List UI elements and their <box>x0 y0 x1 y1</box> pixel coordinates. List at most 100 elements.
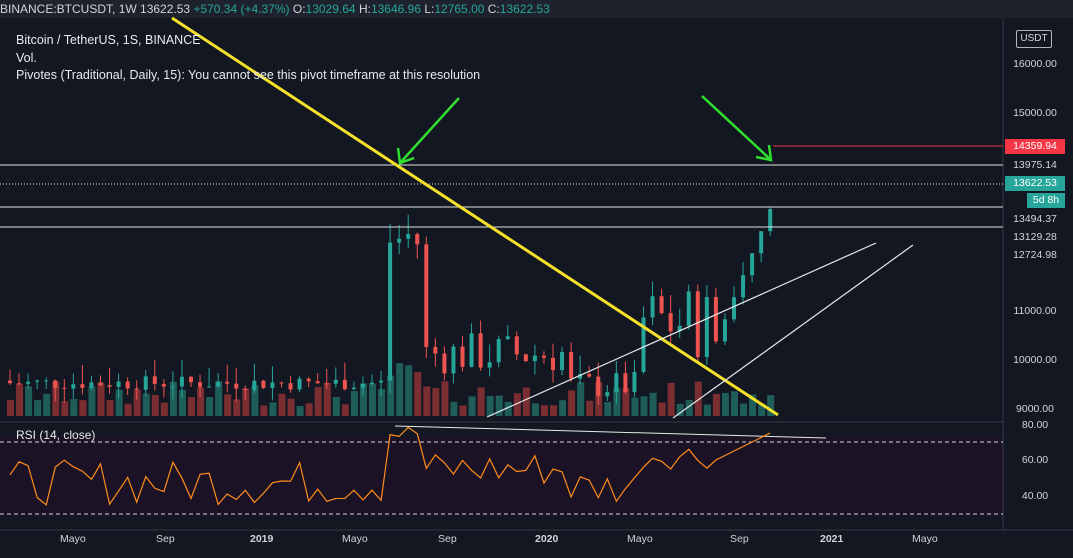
rising-trendline-1[interactable] <box>486 242 877 418</box>
price-tick: 10000.00 <box>1005 353 1065 368</box>
candle-body <box>605 392 610 397</box>
candle-body <box>632 371 637 393</box>
volume-bar <box>178 389 186 416</box>
price-pane[interactable] <box>0 18 1003 422</box>
candle-body <box>569 352 574 379</box>
volume-bar <box>667 382 675 416</box>
volume-bar <box>142 393 150 416</box>
candle-body <box>179 376 184 387</box>
volume-bar <box>260 405 268 416</box>
candle-body <box>551 357 555 371</box>
candle-body <box>62 387 67 389</box>
volume-bar <box>459 405 467 416</box>
volume-bar <box>703 404 711 416</box>
candle-body <box>732 297 736 320</box>
volume-bar <box>649 392 657 416</box>
volume-bar <box>314 387 322 416</box>
pivots-legend[interactable]: Pivotes (Traditional, Daily, 15): You ca… <box>16 68 481 82</box>
candle-body <box>623 373 628 393</box>
price-change: +570.34 (+4.37%) <box>193 2 290 16</box>
volume-bar <box>513 393 521 416</box>
candle-body <box>388 242 393 381</box>
high-label: H: <box>358 2 371 16</box>
resistance-tag: 14359.94 <box>1005 139 1065 154</box>
volume-bar <box>61 401 69 416</box>
candle-body <box>107 385 112 387</box>
currency-button[interactable]: USDT <box>1016 30 1052 48</box>
candle-body <box>433 346 438 354</box>
rsi-legend[interactable]: RSI (14, close) <box>16 428 96 442</box>
candle-body <box>360 383 365 388</box>
volume-bar <box>504 401 512 416</box>
candle-body <box>686 291 691 326</box>
candle-body <box>170 386 175 388</box>
level-tag: 13129.28 <box>1005 230 1065 245</box>
volume-bar <box>522 387 530 416</box>
volume-bar <box>7 399 14 416</box>
volume-bar <box>151 395 159 416</box>
volume-bar <box>540 405 548 416</box>
rsi-tick: 80.00 <box>1005 418 1065 433</box>
candle-body <box>225 381 230 384</box>
candle-body <box>704 297 709 358</box>
candle-body <box>424 244 429 347</box>
volume-bar <box>359 383 367 416</box>
volume-bar <box>468 396 476 416</box>
volume-bar <box>676 403 684 416</box>
time-axis[interactable]: Mayo Sep 2019 Mayo Sep 2020 Mayo Sep 202… <box>0 531 1003 551</box>
volume-bar <box>251 385 259 416</box>
low-value: 12765.00 <box>434 2 485 16</box>
volume-bar <box>16 384 24 416</box>
volume-bar <box>731 391 738 416</box>
candle-body <box>189 376 193 383</box>
candle-body <box>541 355 546 358</box>
volume-bar <box>387 375 395 416</box>
descending-trendline[interactable] <box>171 16 779 417</box>
volume-bar <box>70 398 78 416</box>
time-label: Mayo <box>60 533 86 545</box>
volume-bar <box>721 392 729 416</box>
volume-bar <box>133 389 141 416</box>
candle-body <box>713 297 718 342</box>
candle-body <box>198 382 203 388</box>
chart-title[interactable]: Bitcoin / TetherUS, 1S, BINANCE <box>16 33 201 47</box>
candle-body <box>71 384 76 389</box>
volume-bar <box>396 363 404 416</box>
rising-trendline-2[interactable] <box>672 244 914 419</box>
candle-body <box>460 346 465 367</box>
volume-bar <box>341 404 349 416</box>
volume-bar <box>767 395 775 416</box>
candle-body <box>587 374 592 377</box>
volume-bar <box>296 405 304 416</box>
open-label: O: <box>292 2 306 16</box>
volume-bar <box>106 400 114 416</box>
interval-label[interactable]: 1W <box>118 2 137 16</box>
candle-body <box>297 378 302 390</box>
volume-bar <box>423 386 431 416</box>
candle-body <box>659 296 664 314</box>
candle-body <box>514 336 519 355</box>
candle-body <box>596 376 601 397</box>
time-label: 2019 <box>250 533 274 545</box>
rsi-divergence-line[interactable] <box>394 425 827 439</box>
candles <box>8 207 773 405</box>
candle-body <box>152 376 157 384</box>
horizontal-levels <box>0 145 1003 228</box>
volume-bar <box>88 386 96 416</box>
volume-bar <box>43 393 51 416</box>
volume-bar <box>332 397 340 416</box>
candle-body <box>415 234 420 245</box>
symbol-name[interactable]: BINANCE:BTCUSDT <box>0 2 113 16</box>
time-label: Sep <box>730 533 749 545</box>
last-price-tag: 13622.53 <box>1005 176 1065 191</box>
candle-body <box>26 381 31 384</box>
candle-body <box>379 380 384 383</box>
volume-bar <box>577 382 585 416</box>
candle-body <box>759 231 764 254</box>
volume-bar <box>224 394 232 416</box>
volume-bar <box>206 397 214 416</box>
volume-bar <box>124 403 132 416</box>
time-label: Mayo <box>627 533 653 545</box>
volume-legend[interactable]: Vol. <box>16 51 37 65</box>
